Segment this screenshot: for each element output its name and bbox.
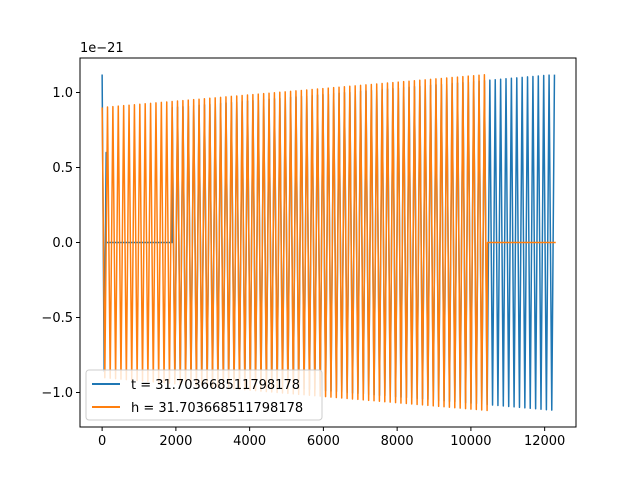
legend: t = 31.703668511798178 h = 31.7036685117… [85,369,323,421]
legend-label-h: h = 31.703668511798178 [131,401,303,416]
y-tick-label: −1.0 [41,386,73,401]
y-tick-label: −0.5 [41,311,73,326]
y-offset-text: 1e−21 [80,41,124,56]
x-tick-label: 12000 [524,434,565,449]
x-tick-label: 10000 [450,434,491,449]
y-tick-label: 0.5 [52,161,73,176]
legend-box [85,369,323,421]
x-tick-label: 6000 [307,434,340,449]
x-axis: 0 2000 4000 6000 8000 10000 12000 [98,427,565,449]
y-axis: −1.0 −0.5 0.0 0.5 1.0 [41,86,80,401]
series-line-h [101,74,556,412]
x-tick-label: 8000 [381,434,414,449]
x-tick-label: 4000 [233,434,266,449]
y-tick-label: 1.0 [52,86,73,101]
x-tick-label: 2000 [159,434,192,449]
legend-label-t: t = 31.703668511798178 [131,378,300,393]
y-tick-label: 0.0 [52,236,73,251]
x-tick-label: 0 [98,434,106,449]
series-layer [101,74,556,412]
